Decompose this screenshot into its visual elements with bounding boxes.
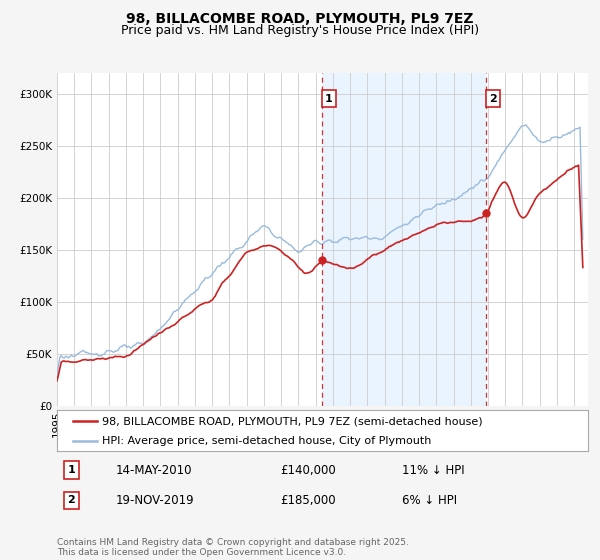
Text: 6% ↓ HPI: 6% ↓ HPI xyxy=(402,494,457,507)
Text: 1: 1 xyxy=(68,465,76,475)
Text: 98, BILLACOMBE ROAD, PLYMOUTH, PL9 7EZ (semi-detached house): 98, BILLACOMBE ROAD, PLYMOUTH, PL9 7EZ (… xyxy=(102,417,483,426)
Text: 2: 2 xyxy=(489,94,497,104)
Text: Contains HM Land Registry data © Crown copyright and database right 2025.
This d: Contains HM Land Registry data © Crown c… xyxy=(57,538,409,557)
Bar xyxy=(322,73,486,406)
Text: 1: 1 xyxy=(325,94,333,104)
Text: £185,000: £185,000 xyxy=(280,494,335,507)
Text: 11% ↓ HPI: 11% ↓ HPI xyxy=(402,464,465,477)
Text: HPI: Average price, semi-detached house, City of Plymouth: HPI: Average price, semi-detached house,… xyxy=(102,436,431,446)
Text: 14-MAY-2010: 14-MAY-2010 xyxy=(115,464,192,477)
Text: Price paid vs. HM Land Registry's House Price Index (HPI): Price paid vs. HM Land Registry's House … xyxy=(121,24,479,37)
Text: 19-NOV-2019: 19-NOV-2019 xyxy=(115,494,194,507)
Text: £140,000: £140,000 xyxy=(280,464,336,477)
Text: 98, BILLACOMBE ROAD, PLYMOUTH, PL9 7EZ: 98, BILLACOMBE ROAD, PLYMOUTH, PL9 7EZ xyxy=(126,12,474,26)
Text: 2: 2 xyxy=(68,496,76,506)
